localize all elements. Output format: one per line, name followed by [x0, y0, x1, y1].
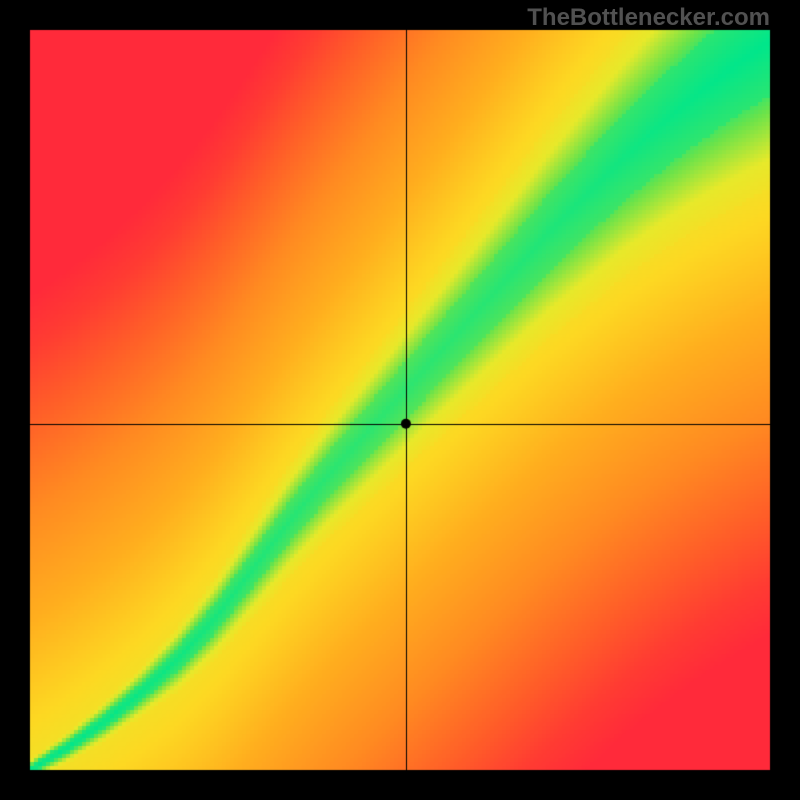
heatmap-canvas: [0, 0, 800, 800]
watermark-text: TheBottlenecker.com: [527, 4, 770, 32]
chart-container: TheBottlenecker.com: [0, 0, 800, 800]
